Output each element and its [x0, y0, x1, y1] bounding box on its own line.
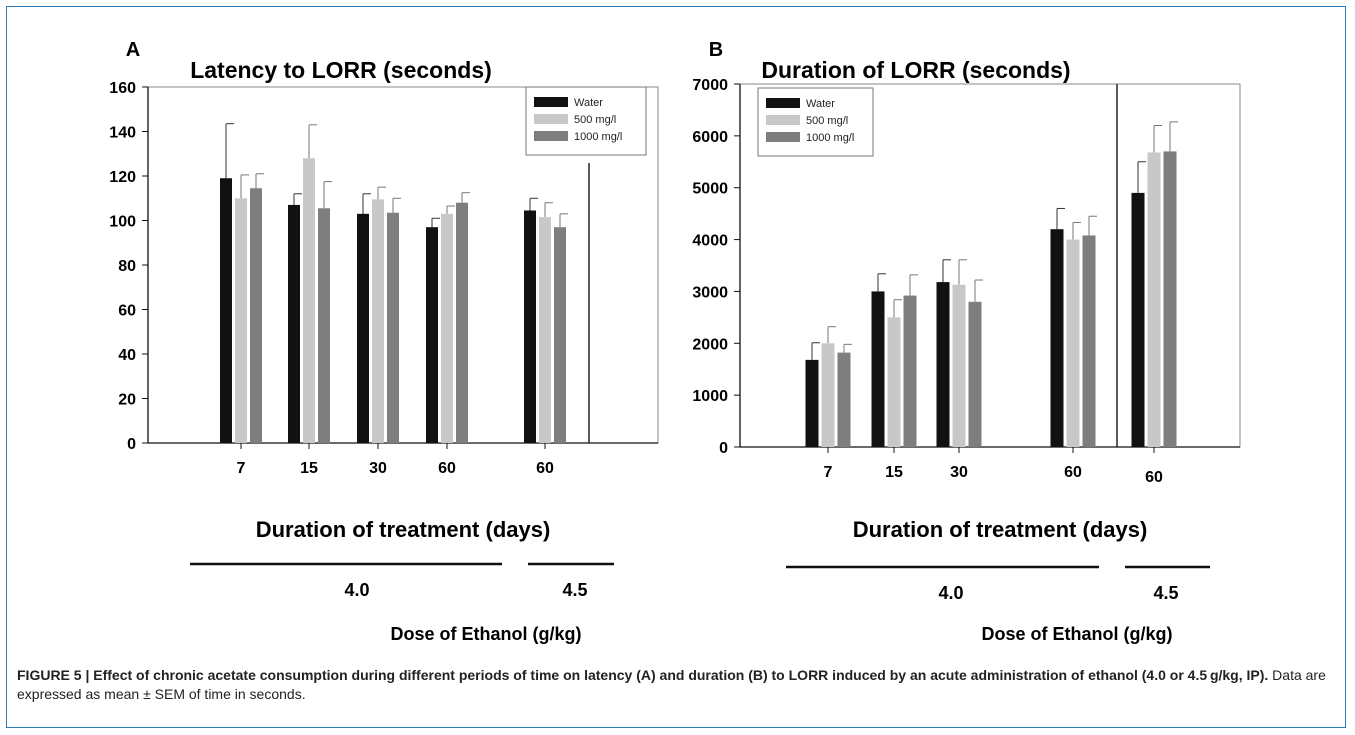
bar — [936, 282, 950, 447]
bar — [250, 188, 262, 443]
y-tick-label: 60 — [118, 303, 136, 320]
legend-swatch — [766, 115, 800, 125]
x-tick-label: 60 — [438, 460, 456, 477]
bar — [288, 204, 300, 443]
y-tick-label: 20 — [118, 392, 136, 409]
panel-label: A — [126, 39, 140, 61]
caption-bold: FIGURE 5 | Effect of chronic acetate con… — [17, 667, 1269, 683]
y-tick-label: 100 — [109, 214, 136, 231]
y-tick-label: 140 — [109, 125, 136, 142]
bar — [1082, 235, 1096, 447]
dose-axis-title: Dose of Ethanol (g/kg) — [982, 624, 1173, 644]
bar — [968, 301, 982, 447]
y-tick-label: 0 — [127, 436, 136, 453]
bar — [539, 217, 551, 443]
bar — [318, 208, 330, 443]
bar — [303, 158, 315, 443]
x-tick-label: 30 — [950, 464, 968, 481]
bar — [821, 343, 835, 447]
dose-group-label: 4.0 — [344, 580, 369, 600]
legend-label: 500 mg/l — [574, 114, 616, 126]
dose-axis-title: Dose of Ethanol (g/kg) — [391, 624, 582, 644]
x-tick-label: 60 — [536, 460, 554, 477]
y-tick-label: 4000 — [692, 233, 728, 250]
x-tick-label: 60 — [1064, 464, 1082, 481]
bar — [952, 284, 966, 447]
x-tick-label: 15 — [885, 464, 903, 481]
bar — [805, 359, 819, 447]
legend-label: 1000 mg/l — [574, 131, 622, 143]
bar — [235, 198, 247, 443]
legend-label: Water — [574, 97, 603, 109]
legend-label: 1000 mg/l — [806, 132, 854, 144]
x-axis-title: Duration of treatment (days) — [256, 517, 551, 542]
bar — [441, 213, 453, 443]
bar — [1131, 192, 1145, 447]
bar — [837, 352, 851, 447]
y-tick-label: 80 — [118, 258, 136, 275]
x-tick-label: 15 — [300, 460, 318, 477]
y-tick-label: 7000 — [692, 77, 728, 94]
legend-label: 500 mg/l — [806, 115, 848, 127]
dose-group-label: 4.5 — [562, 580, 587, 600]
bar — [871, 291, 885, 447]
bar — [456, 202, 468, 443]
chart-title: Duration of LORR (seconds) — [761, 57, 1070, 83]
y-tick-label: 1000 — [692, 388, 728, 405]
caption-text: Data are expressed as mean ± SEM of time… — [17, 667, 1326, 702]
bar — [1147, 152, 1161, 448]
figure-caption: FIGURE 5 | Effect of chronic acetate con… — [17, 666, 1337, 704]
bar — [887, 317, 901, 447]
y-tick-label: 40 — [118, 347, 136, 364]
bar — [903, 295, 917, 447]
panel-label: B — [709, 39, 723, 61]
y-tick-label: 5000 — [692, 181, 728, 198]
y-tick-label: 160 — [109, 80, 136, 97]
bar — [524, 210, 536, 443]
bar — [1163, 151, 1177, 447]
figure-canvas: A Latency to LORR (seconds) 0 20 40 60 80 100 12… — [109, 39, 1241, 644]
x-tick-label: 60 — [1145, 469, 1163, 486]
bar — [426, 227, 438, 443]
bar — [554, 227, 566, 443]
bar — [1066, 239, 1080, 447]
figure-frame — [6, 6, 1346, 728]
bar — [1050, 229, 1064, 447]
chart-title: Latency to LORR (seconds) — [190, 57, 492, 83]
dose-group-label: 4.5 — [1153, 583, 1178, 603]
bar — [220, 178, 232, 443]
legend-swatch — [534, 114, 568, 124]
bar — [387, 212, 399, 443]
x-tick-label: 7 — [237, 460, 246, 477]
bar — [372, 199, 384, 443]
y-tick-label: 3000 — [692, 284, 728, 301]
y-tick-label: 2000 — [692, 336, 728, 353]
legend-swatch — [534, 97, 568, 107]
legend-swatch — [534, 131, 568, 141]
legend-label: Water — [806, 98, 835, 110]
legend-swatch — [766, 98, 800, 108]
y-tick-label: 6000 — [692, 129, 728, 146]
bar — [357, 213, 369, 443]
dose-group-label: 4.0 — [938, 583, 963, 603]
x-tick-label: 7 — [824, 464, 833, 481]
x-tick-label: 30 — [369, 460, 387, 477]
x-axis-title: Duration of treatment (days) — [853, 517, 1148, 542]
legend-swatch — [766, 132, 800, 142]
y-tick-label: 0 — [719, 440, 728, 457]
y-tick-label: 120 — [109, 169, 136, 186]
